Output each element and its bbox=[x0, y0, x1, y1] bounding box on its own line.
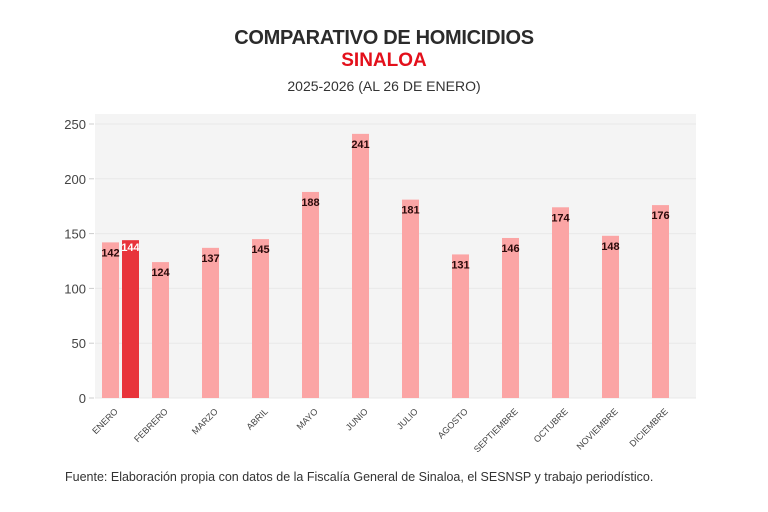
data-label-2026: 144 bbox=[121, 242, 140, 254]
bar-2025-abril bbox=[252, 239, 269, 398]
bar-2025-enero bbox=[102, 242, 119, 398]
x-tick-label: AGOSTO bbox=[436, 406, 470, 440]
x-tick-label: MARZO bbox=[190, 406, 220, 436]
y-tick-label: 250 bbox=[64, 117, 86, 132]
bar-2025-mayo bbox=[302, 191, 319, 398]
x-tick-label: OCTUBRE bbox=[532, 406, 570, 444]
data-label-2025: 124 bbox=[151, 267, 170, 279]
data-label-2025: 131 bbox=[451, 259, 469, 271]
bar-2026-enero bbox=[122, 240, 139, 398]
source-note: Fuente: Elaboración propia con datos de … bbox=[65, 470, 654, 484]
y-tick-label: 200 bbox=[64, 172, 86, 187]
x-tick-label: FEBRERO bbox=[132, 406, 170, 444]
bar-2025-diciembre bbox=[652, 205, 669, 398]
data-label-2025: 181 bbox=[401, 205, 419, 217]
data-label-2025: 137 bbox=[201, 253, 219, 265]
x-tick-label: ENERO bbox=[90, 406, 120, 436]
bar-2025-noviembre bbox=[602, 235, 619, 398]
x-tick-label: DICIEMBRE bbox=[627, 406, 669, 448]
bar-2025-octubre bbox=[552, 207, 569, 398]
data-label-2025: 142 bbox=[101, 247, 119, 259]
chart-title: COMPARATIVO DE HOMICIDIOS bbox=[234, 27, 534, 49]
bar-2025-agosto bbox=[452, 254, 469, 398]
data-label-2025: 188 bbox=[301, 197, 319, 209]
data-label-2025: 146 bbox=[501, 243, 519, 255]
data-label-2025: 148 bbox=[601, 241, 619, 253]
bar-2025-septiembre bbox=[502, 237, 519, 398]
plot-area bbox=[95, 114, 696, 398]
data-label-2025: 241 bbox=[351, 139, 369, 151]
x-tick-label: NOVIEMBRE bbox=[575, 406, 620, 451]
y-tick-label: 0 bbox=[79, 391, 86, 406]
bar-2025-febrero bbox=[152, 262, 169, 398]
bar-2025-junio bbox=[352, 133, 369, 398]
chart-period-subtitle: 2025-2026 (AL 26 DE ENERO) bbox=[287, 78, 481, 94]
y-tick-label: 150 bbox=[64, 227, 86, 242]
x-tick-label: SEPTIEMBRE bbox=[472, 406, 520, 454]
x-tick-label: JULIO bbox=[395, 406, 420, 431]
y-tick-label: 50 bbox=[72, 336, 86, 351]
bar-2025-julio bbox=[402, 199, 419, 398]
x-tick-label: JUNIO bbox=[344, 406, 370, 432]
data-label-2025: 176 bbox=[651, 210, 669, 222]
bar-2025-marzo bbox=[202, 247, 219, 398]
data-label-2025: 174 bbox=[551, 212, 570, 224]
x-tick-label: ABRIL bbox=[244, 406, 269, 431]
x-tick-label: MAYO bbox=[295, 406, 320, 431]
data-label-2025: 145 bbox=[251, 244, 269, 256]
y-tick-label: 100 bbox=[64, 281, 86, 296]
chart-region-subtitle: SINALOA bbox=[341, 50, 427, 71]
